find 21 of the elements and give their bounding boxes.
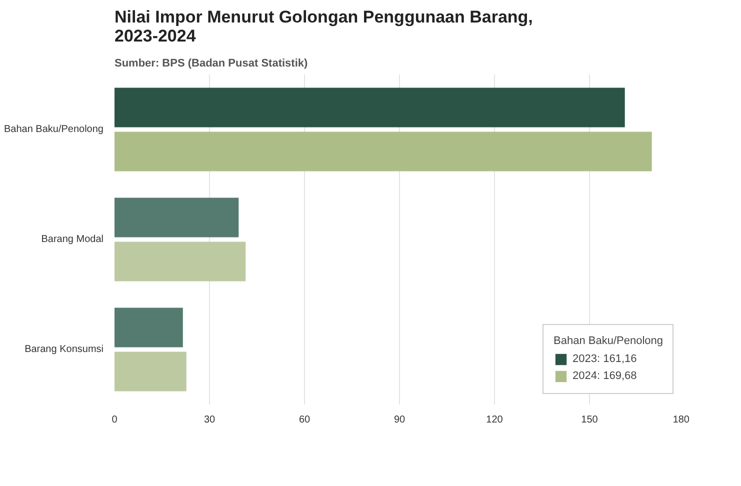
legend-label: 2023: 161,16 (572, 353, 637, 365)
bar (114, 308, 183, 348)
bar (114, 132, 652, 172)
x-tick-label: 120 (486, 414, 504, 426)
y-tick-label: Barang Konsumsi (24, 344, 104, 355)
bar (114, 352, 186, 392)
x-tick-label: 180 (672, 414, 690, 426)
x-tick-label: 30 (204, 414, 216, 426)
bar (114, 242, 246, 282)
x-tick-label: 90 (394, 414, 406, 426)
y-tick-label: Barang Modal (41, 234, 104, 245)
x-tick-label: 150 (581, 414, 598, 426)
chart-subtitle: Sumber: BPS (Badan Pusat Statistik) (114, 58, 308, 70)
chart-title: Nilai Impor Menurut Golongan Penggunaan Barang, 2023-2024 (114, 8, 533, 46)
legend-title: Bahan Baku/Penolong (554, 335, 663, 347)
legend-label: 2024: 169,68 (572, 370, 637, 382)
y-tick-label: Bahan Baku/Penolong (4, 124, 104, 135)
x-tick-label: 60 (298, 414, 310, 426)
bar (114, 198, 239, 238)
x-tick-label: 0 (112, 414, 118, 426)
bar (114, 88, 625, 128)
